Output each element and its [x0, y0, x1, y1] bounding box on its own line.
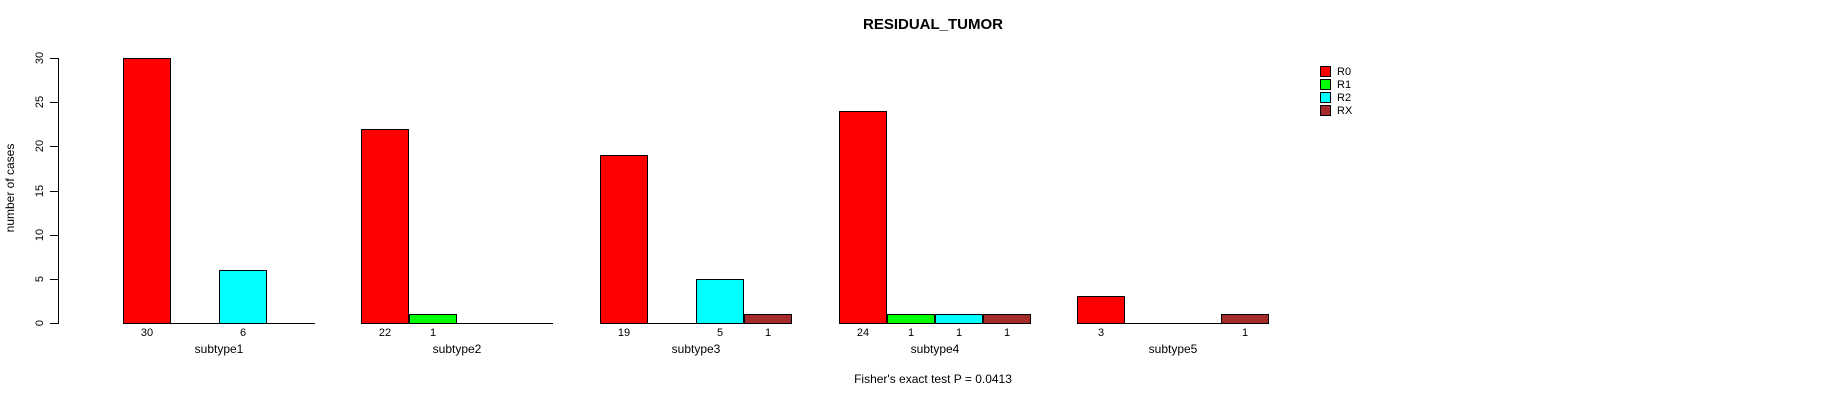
legend-swatch-r1 — [1320, 79, 1331, 90]
x-baseline-subtype5 — [1077, 323, 1269, 324]
bar-r0-subtype4 — [839, 111, 887, 324]
bar-rx-subtype3 — [744, 314, 792, 324]
count-label-r1-subtype2: 1 — [429, 327, 437, 339]
y-axis-title: number of cases — [3, 143, 17, 233]
bar-r2-subtype3 — [696, 279, 744, 324]
count-label-r0-subtype4: 24 — [856, 327, 870, 339]
count-label-r0-subtype5: 3 — [1097, 327, 1105, 339]
count-label-r1-subtype4: 1 — [907, 327, 915, 339]
y-tick-mark — [50, 278, 58, 280]
legend-label-r0: R0 — [1337, 66, 1352, 78]
y-axis-line — [58, 58, 59, 324]
bar-r0-subtype5 — [1077, 296, 1125, 324]
y-tick-label: 15 — [34, 184, 46, 197]
count-label-rx-subtype4: 1 — [1003, 327, 1011, 339]
bar-rx-subtype5 — [1221, 314, 1269, 324]
count-label-rx-subtype3: 1 — [764, 327, 772, 339]
count-label-r2-subtype3: 5 — [716, 327, 724, 339]
bar-r0-subtype2 — [361, 129, 409, 324]
chart-title: RESIDUAL_TUMOR — [862, 16, 1004, 33]
x-baseline-subtype2 — [361, 323, 553, 324]
y-tick-label: 20 — [34, 140, 46, 153]
bar-r1-subtype2 — [409, 314, 457, 324]
category-label-subtype4: subtype4 — [910, 342, 960, 356]
count-label-r0-subtype3: 19 — [617, 327, 631, 339]
category-label-subtype2: subtype2 — [432, 342, 482, 356]
count-label-rx-subtype5: 1 — [1241, 327, 1249, 339]
legend-swatch-rx — [1320, 105, 1331, 116]
y-tick-label: 5 — [34, 275, 46, 282]
y-tick-label: 0 — [34, 319, 46, 327]
bar-rx-subtype4 — [983, 314, 1031, 324]
bar-r0-subtype1 — [123, 58, 171, 324]
y-tick-mark — [50, 146, 58, 148]
legend-swatch-r0 — [1320, 66, 1331, 77]
legend-label-r2: R2 — [1337, 92, 1352, 104]
y-tick-label: 30 — [34, 51, 46, 65]
bar-r2-subtype4 — [935, 314, 983, 324]
legend-label-r1: R1 — [1337, 79, 1352, 91]
legend-swatch-r2 — [1320, 92, 1331, 103]
category-label-subtype1: subtype1 — [194, 342, 244, 356]
bar-r2-subtype1 — [219, 270, 267, 324]
bar-r1-subtype4 — [887, 314, 935, 324]
category-label-subtype3: subtype3 — [671, 342, 721, 356]
count-label-r2-subtype1: 6 — [239, 327, 247, 339]
bar-r0-subtype3 — [600, 155, 648, 324]
count-label-r2-subtype4: 1 — [955, 327, 963, 339]
count-label-r0-subtype2: 22 — [378, 327, 392, 339]
y-tick-mark — [50, 58, 58, 59]
count-label-r0-subtype1: 30 — [140, 327, 154, 339]
y-tick-mark — [50, 190, 58, 192]
legend-label-rx: RX — [1337, 105, 1353, 117]
y-tick-mark — [50, 234, 58, 236]
y-tick-label: 10 — [34, 228, 46, 241]
category-label-subtype5: subtype5 — [1148, 342, 1198, 356]
fisher-test-footnote: Fisher's exact test P = 0.0413 — [854, 372, 1012, 386]
y-tick-mark — [50, 102, 58, 104]
y-tick-label: 25 — [34, 96, 46, 109]
y-tick-mark — [50, 323, 58, 324]
